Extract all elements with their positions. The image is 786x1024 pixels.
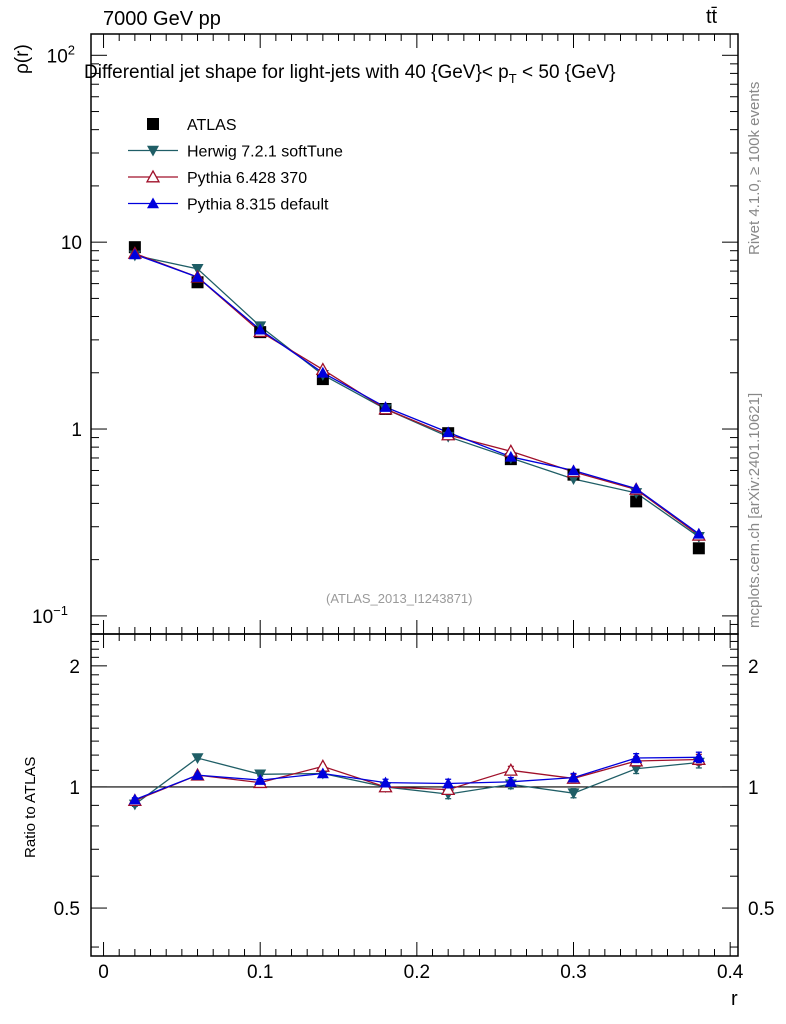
main-point-atlas	[692, 542, 705, 555]
legend-marker-pythia8	[147, 197, 159, 209]
x-tick-label-0: 0	[98, 962, 109, 983]
ratio-point-pythia8	[316, 767, 329, 779]
ratio-point-pythia8	[567, 771, 580, 783]
legend-marker-pythia6	[145, 169, 161, 183]
ratio-point-pythia8	[630, 752, 643, 763]
main-y-tick-label-0: 102	[47, 42, 75, 67]
main-point-pythia8	[191, 271, 204, 282]
x-tick-label-2: 0.2	[404, 962, 430, 983]
rivet-version-label: Rivet 4.1.0, ≥ 100k events	[746, 81, 763, 255]
main-point-pythia8	[379, 401, 392, 412]
x-tick-label-3: 0.3	[560, 962, 586, 983]
ratio-y-tick-label-1: 1	[69, 778, 80, 799]
ratio-point-pythia6	[441, 782, 456, 796]
main-y-tick-exponent: 2	[68, 42, 75, 57]
ratio-line-herwig	[134, 757, 699, 805]
ratio-point-pythia8	[504, 775, 517, 787]
main-point-pythia8	[504, 450, 517, 462]
ratio-point-pythia8	[692, 751, 705, 763]
main-point-atlas	[630, 495, 643, 508]
ratio-point-pythia8	[128, 793, 141, 805]
legend-label-pythia6: Pythia 6.428 370	[187, 170, 307, 187]
ratio-y-tick-label-right-1: 1	[748, 778, 759, 799]
ratio-point-herwig	[567, 788, 580, 800]
main-y-tick-label-3: 10−1	[32, 603, 68, 628]
analysis-watermark: (ATLAS_2013_I1243871)	[326, 591, 473, 606]
main-line-herwig	[134, 254, 700, 538]
ratio-point-pythia6	[503, 762, 518, 776]
legend-label-pythia8: Pythia 8.315 default	[187, 197, 329, 214]
chart-title: Differential jet shape for light-jets wi…	[84, 62, 616, 86]
ratio-point-pythia8	[442, 777, 455, 789]
ratio-y-tick-label-right-0: 2	[748, 657, 759, 678]
process-label: tt̄	[706, 6, 718, 28]
ratio-point-pythia8	[191, 769, 204, 780]
legend-label-atlas: ATLAS	[187, 117, 237, 134]
main-point-pythia8	[630, 482, 643, 494]
ratio-y-tick-label-0: 2	[69, 657, 80, 678]
legend-marker-herwig	[147, 145, 159, 157]
main-point-herwig	[191, 264, 204, 275]
ratio-point-pythia8	[379, 776, 392, 788]
legend-label-herwig: Herwig 7.2.1 softTune	[187, 144, 343, 161]
main-line-pythia8	[134, 253, 700, 535]
main-point-pythia8	[692, 527, 705, 539]
chart-title-subscript: T	[508, 70, 517, 86]
main-point-pythia8	[442, 426, 455, 438]
chart-title-main: Differential jet shape for light-jets wi…	[84, 62, 509, 83]
main-y-tick-exponent: −1	[53, 603, 68, 618]
main-point-pythia8	[567, 464, 580, 476]
x-tick-label-4: 0.4	[717, 962, 744, 983]
main-point-pythia8	[254, 323, 267, 335]
legend-marker-atlas	[147, 118, 159, 130]
x-tick-label-1: 0.1	[247, 962, 273, 983]
ratio-point-pythia8	[254, 774, 267, 785]
energy-label: 7000 GeV pp	[103, 8, 221, 30]
ratio-line-pythia8	[134, 756, 699, 801]
main-y-tick-label-1: 10	[61, 233, 82, 254]
main-line-pythia6	[134, 252, 700, 536]
ratio-point-herwig	[191, 753, 204, 765]
ratio-panel-frame	[90, 633, 739, 957]
ratio-line-pythia6	[134, 758, 699, 802]
ratio-y-tick-label-2: 0.5	[54, 899, 80, 920]
chart-title-tail: < 50 {GeV}	[516, 62, 616, 83]
ratio-xlabel: r	[731, 988, 738, 1010]
main-point-pythia8	[316, 366, 329, 378]
ratio-point-herwig	[630, 763, 643, 775]
ratio-ylabel: Ratio to ATLAS	[22, 756, 39, 858]
main-y-tick-label-2: 1	[71, 420, 82, 441]
ratio-y-tick-label-right-2: 0.5	[748, 899, 774, 920]
main-ylabel: ρ(r)	[12, 44, 33, 74]
main-point-pythia8	[128, 248, 141, 260]
mcplots-reference-label: mcplots.cern.ch [arXiv:2401.10621]	[746, 392, 763, 628]
